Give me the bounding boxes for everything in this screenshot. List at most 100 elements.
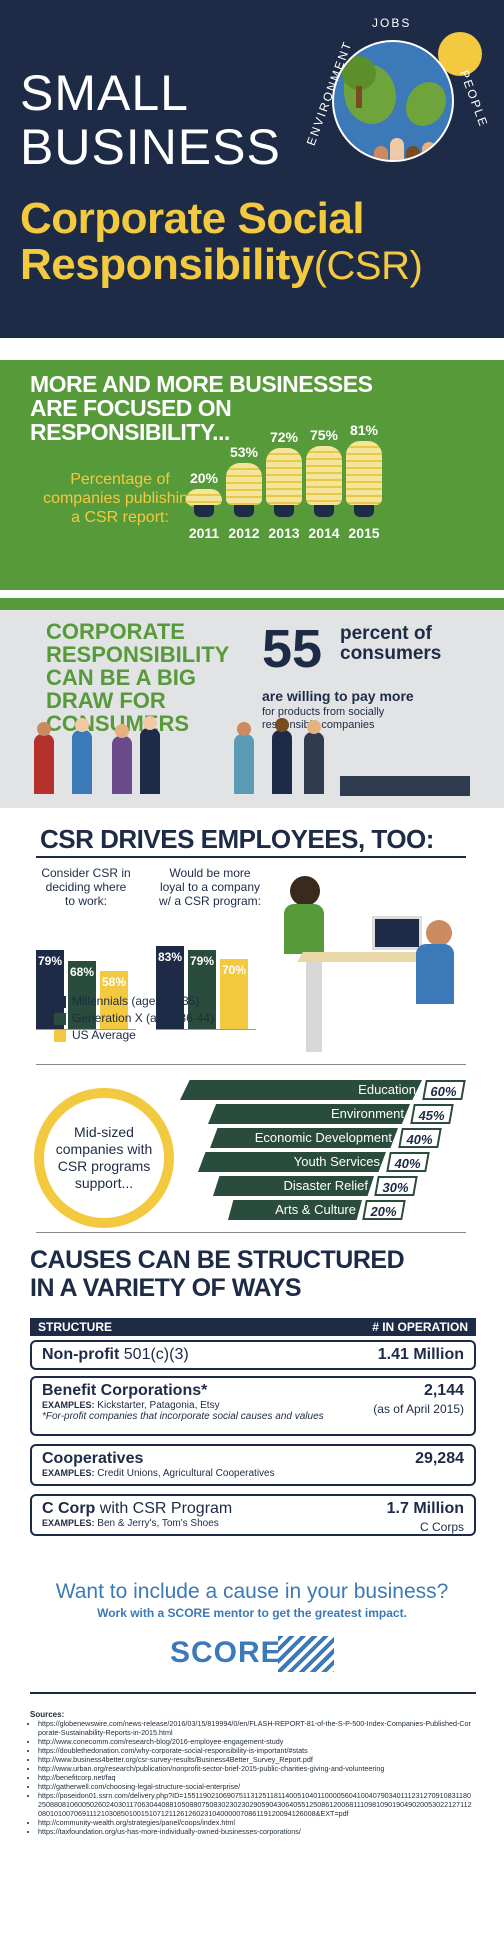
source-item[interactable]: http://www.urban.org/research/publicatio… bbox=[38, 1764, 474, 1773]
bar-group1-2: 58% bbox=[100, 971, 128, 1029]
support-bar-4: Disaster Relief bbox=[213, 1176, 374, 1196]
bulb-base bbox=[234, 505, 254, 517]
bulb-body bbox=[346, 441, 382, 505]
causes-table-header: STRUCTURE # IN OPERATION bbox=[30, 1318, 476, 1336]
bulb-pct: 72% bbox=[269, 429, 299, 445]
source-item[interactable]: http://benefitcorp.net/faq bbox=[38, 1773, 474, 1782]
globe-label-jobs: JOBS bbox=[372, 16, 412, 30]
source-item[interactable]: http://www.conecomm.com/research-blog/20… bbox=[38, 1737, 474, 1746]
bar-group2-1: 79% bbox=[188, 950, 216, 1029]
header: SMALL BUSINESS Corporate Social Responsi… bbox=[0, 0, 504, 338]
causes-title: CAUSES CAN BE STRUCTURED IN A VARIETY OF… bbox=[30, 1246, 405, 1302]
row-cooperatives: Cooperatives EXAMPLES: Credit Unions, Ag… bbox=[30, 1444, 476, 1486]
title-csr: Corporate Social Responsibility(CSR) bbox=[20, 196, 504, 289]
bar-group1-1: 68% bbox=[68, 961, 96, 1029]
bulb-year: 2011 bbox=[188, 525, 220, 541]
bulb-body bbox=[186, 489, 222, 505]
bulb-pct: 20% bbox=[189, 470, 219, 486]
bulb-2012: 53% 2012 bbox=[226, 444, 262, 541]
employees-section: CSR DRIVES EMPLOYEES, TOO: Consider CSR … bbox=[0, 824, 504, 1064]
globe-label-people: PEOPLE bbox=[457, 68, 491, 130]
title-business: BUSINESS bbox=[20, 119, 281, 175]
row-c-corp: C Corp with CSR Program EXAMPLES: Ben & … bbox=[30, 1494, 476, 1536]
csr-paren: (CSR) bbox=[313, 244, 423, 288]
bulb-year: 2013 bbox=[268, 525, 300, 541]
employees-title: CSR DRIVES EMPLOYEES, TOO: bbox=[40, 824, 434, 854]
bulb-base bbox=[194, 505, 214, 517]
consumers-title: CORPORATE RESPONSIBILITY CAN BE A BIG DR… bbox=[46, 619, 230, 736]
support-bar-0: Education bbox=[180, 1080, 422, 1100]
title-small: SMALL bbox=[20, 65, 189, 121]
source-item[interactable]: https://globenewswire.com/news-release/2… bbox=[38, 1719, 474, 1737]
bulb-pct: 75% bbox=[309, 427, 339, 443]
globe-icon bbox=[332, 40, 454, 162]
stat-willing: are willing to pay more bbox=[262, 688, 414, 704]
support-pct-1: 45% bbox=[410, 1104, 454, 1124]
bulb-pct: 53% bbox=[229, 444, 259, 460]
cta-section: Want to include a cause in your business… bbox=[0, 1576, 504, 1706]
csr-line2: Responsibility bbox=[20, 240, 314, 289]
bulb-2013: 72% 2013 bbox=[266, 429, 302, 541]
support-pct-2: 40% bbox=[398, 1128, 442, 1148]
chart-loyal: 83% 79% 70% bbox=[156, 920, 256, 1030]
support-ring bbox=[34, 1088, 174, 1228]
tree-icon bbox=[342, 56, 376, 90]
source-item[interactable]: http://community-wealth.org/strategies/p… bbox=[38, 1818, 474, 1827]
row-nonprofit: Non-profit 501(c)(3) 1.41 Million bbox=[30, 1340, 476, 1370]
bar-group2-0: 83% bbox=[156, 946, 184, 1029]
source-item[interactable]: http://www.business4better.org/csr-surve… bbox=[38, 1755, 474, 1764]
cta-question: Want to include a cause in your business… bbox=[55, 1580, 449, 1603]
support-pct-5: 20% bbox=[362, 1200, 406, 1220]
support-section: Mid-sized companies with CSR programs su… bbox=[0, 1064, 504, 1234]
support-bar-3: Youth Services bbox=[198, 1152, 386, 1172]
checkout-counter bbox=[340, 776, 470, 796]
cta-mentor[interactable]: Work with a SCORE mentor to get the grea… bbox=[97, 1606, 407, 1620]
stat-55: 55 bbox=[262, 619, 323, 679]
source-item[interactable]: https://taxfoundation.org/us-has-more-in… bbox=[38, 1827, 474, 1836]
score-logo-stripes-icon bbox=[278, 1636, 334, 1672]
source-item[interactable]: https://poseidon01.ssrn.com/delivery.php… bbox=[38, 1791, 474, 1818]
support-bar-5: Arts & Culture bbox=[228, 1200, 362, 1220]
growth-section: MORE AND MORE BUSINESSES ARE FOCUSED ON … bbox=[0, 360, 504, 590]
legend-us: US Average bbox=[54, 1028, 136, 1042]
bulb-2011: 20% 2011 bbox=[186, 470, 222, 541]
support-pct-4: 30% bbox=[374, 1176, 418, 1196]
consumers-section: CORPORATE RESPONSIBILITY CAN BE A BIG DR… bbox=[0, 598, 504, 808]
bar-group2-2: 70% bbox=[220, 959, 248, 1029]
support-pct-3: 40% bbox=[386, 1152, 430, 1172]
bulb-2015: 81% 2015 bbox=[346, 422, 382, 541]
legend-genx: Generation X (ages 36-44) bbox=[54, 1011, 214, 1025]
bulb-2014: 75% 2014 bbox=[306, 427, 342, 541]
support-center-text: Mid-sized companies with CSR programs su… bbox=[48, 1102, 160, 1214]
bulb-year: 2012 bbox=[228, 525, 260, 541]
support-pct-0: 60% bbox=[422, 1080, 466, 1100]
sources: Sources: https://globenewswire.com/news-… bbox=[0, 1706, 504, 1836]
row-benefit-corp: Benefit Corporations* EXAMPLES: Kickstar… bbox=[30, 1376, 476, 1436]
growth-label: Percentage of companies publishing a CSR… bbox=[43, 471, 197, 526]
globe-illustration: JOBS PEOPLE ENVIRONMENT bbox=[304, 12, 492, 194]
bulb-base bbox=[274, 505, 294, 517]
chart-consider: 79% 68% 58% bbox=[36, 920, 136, 1030]
bulb-body bbox=[266, 448, 302, 505]
csr-line1: Corporate Social bbox=[20, 194, 365, 243]
q2-label: Would be more loyal to a company w/ a CSR … bbox=[158, 866, 262, 908]
bulb-base bbox=[314, 505, 334, 517]
bulb-year: 2015 bbox=[348, 525, 380, 541]
bulb-body bbox=[226, 463, 262, 505]
growth-title: MORE AND MORE BUSINESSES ARE FOCUSED ON … bbox=[30, 371, 373, 445]
source-item[interactable]: https://doublethedonation.com/why-corpor… bbox=[38, 1746, 474, 1755]
source-item[interactable]: http://gatherwell.com/choosing-legal-str… bbox=[38, 1782, 474, 1791]
score-logo: SCORE bbox=[170, 1636, 282, 1669]
sources-list: https://globenewswire.com/news-release/2… bbox=[30, 1719, 474, 1836]
bulb-year: 2014 bbox=[308, 525, 340, 541]
causes-section: CAUSES CAN BE STRUCTURED IN A VARIETY OF… bbox=[0, 1246, 504, 1576]
bulb-body bbox=[306, 446, 342, 505]
bulb-pct: 81% bbox=[349, 422, 379, 438]
support-bar-1: Environment bbox=[208, 1104, 410, 1124]
bulb-base bbox=[354, 505, 374, 517]
stat-percent-of: percent of consumers bbox=[340, 623, 442, 664]
support-bar-2: Economic Development bbox=[210, 1128, 398, 1148]
legend-millennials: Millennials (ages 27-35) bbox=[54, 994, 199, 1008]
q1-label: Consider CSR in deciding where to work: bbox=[41, 866, 131, 908]
